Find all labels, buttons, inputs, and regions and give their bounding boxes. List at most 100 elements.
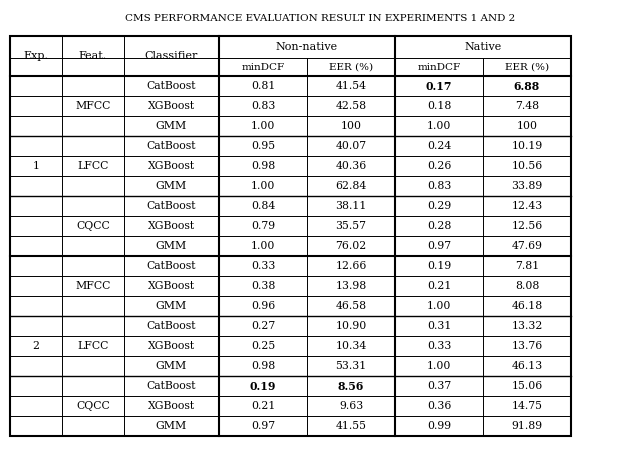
Text: 7.48: 7.48 bbox=[515, 101, 539, 111]
Text: 0.24: 0.24 bbox=[427, 141, 451, 151]
Text: 41.54: 41.54 bbox=[335, 81, 367, 91]
Text: 100: 100 bbox=[340, 121, 362, 131]
Text: CatBoost: CatBoost bbox=[147, 321, 196, 331]
Text: 46.13: 46.13 bbox=[511, 361, 543, 371]
Text: 0.26: 0.26 bbox=[427, 161, 451, 171]
Text: 91.89: 91.89 bbox=[511, 421, 543, 431]
Text: 10.56: 10.56 bbox=[511, 161, 543, 171]
Text: minDCF: minDCF bbox=[241, 62, 285, 71]
Text: 13.32: 13.32 bbox=[511, 321, 543, 331]
Text: CQCC: CQCC bbox=[76, 221, 110, 231]
Text: XGBoost: XGBoost bbox=[148, 101, 195, 111]
Text: 40.07: 40.07 bbox=[335, 141, 367, 151]
Text: 0.31: 0.31 bbox=[427, 321, 451, 331]
Text: 0.36: 0.36 bbox=[427, 401, 451, 411]
Text: 1.00: 1.00 bbox=[427, 361, 451, 371]
Text: 10.90: 10.90 bbox=[335, 321, 367, 331]
Text: 0.19: 0.19 bbox=[427, 261, 451, 271]
Text: 1.00: 1.00 bbox=[251, 121, 275, 131]
Text: Native: Native bbox=[465, 42, 502, 52]
Text: 0.83: 0.83 bbox=[251, 101, 275, 111]
Text: 0.27: 0.27 bbox=[251, 321, 275, 331]
Text: GMM: GMM bbox=[156, 241, 187, 251]
Text: minDCF: minDCF bbox=[417, 62, 461, 71]
Text: 0.81: 0.81 bbox=[251, 81, 275, 91]
Text: GMM: GMM bbox=[156, 301, 187, 311]
Text: CQCC: CQCC bbox=[76, 401, 110, 411]
Text: 0.97: 0.97 bbox=[427, 241, 451, 251]
Text: 38.11: 38.11 bbox=[335, 201, 367, 211]
Text: 12.66: 12.66 bbox=[335, 261, 367, 271]
Text: 1: 1 bbox=[33, 161, 40, 171]
Text: 53.31: 53.31 bbox=[335, 361, 367, 371]
Text: EER (%): EER (%) bbox=[505, 62, 549, 71]
Text: 15.06: 15.06 bbox=[511, 381, 543, 391]
Text: 1.00: 1.00 bbox=[427, 301, 451, 311]
Bar bbox=[10, 36, 571, 436]
Text: 42.58: 42.58 bbox=[335, 101, 367, 111]
Text: 35.57: 35.57 bbox=[335, 221, 367, 231]
Text: 41.55: 41.55 bbox=[335, 421, 367, 431]
Text: 0.37: 0.37 bbox=[427, 381, 451, 391]
Text: CatBoost: CatBoost bbox=[147, 261, 196, 271]
Text: 1.00: 1.00 bbox=[251, 181, 275, 191]
Text: EER (%): EER (%) bbox=[329, 62, 373, 71]
Text: 100: 100 bbox=[516, 121, 538, 131]
Text: 14.75: 14.75 bbox=[511, 401, 543, 411]
Text: 0.29: 0.29 bbox=[427, 201, 451, 211]
Text: GMM: GMM bbox=[156, 361, 187, 371]
Text: Feat.: Feat. bbox=[79, 51, 107, 61]
Text: CatBoost: CatBoost bbox=[147, 81, 196, 91]
Text: Exp.: Exp. bbox=[24, 51, 49, 61]
Text: XGBoost: XGBoost bbox=[148, 341, 195, 351]
Text: 13.98: 13.98 bbox=[335, 281, 367, 291]
Text: 46.18: 46.18 bbox=[511, 301, 543, 311]
Text: 0.21: 0.21 bbox=[427, 281, 451, 291]
Text: 10.34: 10.34 bbox=[335, 341, 367, 351]
Text: 33.89: 33.89 bbox=[511, 181, 543, 191]
Text: 0.96: 0.96 bbox=[251, 301, 275, 311]
Text: 1.00: 1.00 bbox=[251, 241, 275, 251]
Text: 40.36: 40.36 bbox=[335, 161, 367, 171]
Text: Classifier: Classifier bbox=[145, 51, 198, 61]
Text: GMM: GMM bbox=[156, 181, 187, 191]
Text: 0.21: 0.21 bbox=[251, 401, 275, 411]
Text: 0.38: 0.38 bbox=[251, 281, 275, 291]
Text: 0.33: 0.33 bbox=[427, 341, 451, 351]
Text: 0.97: 0.97 bbox=[251, 421, 275, 431]
Text: 0.99: 0.99 bbox=[427, 421, 451, 431]
Text: 0.19: 0.19 bbox=[250, 380, 276, 392]
Text: 7.81: 7.81 bbox=[515, 261, 539, 271]
Text: 12.56: 12.56 bbox=[511, 221, 543, 231]
Text: LFCC: LFCC bbox=[77, 341, 109, 351]
Text: CMS PERFORMANCE EVALUATION RESULT IN EXPERIMENTS 1 AND 2: CMS PERFORMANCE EVALUATION RESULT IN EXP… bbox=[125, 14, 515, 23]
Text: 0.95: 0.95 bbox=[251, 141, 275, 151]
Text: XGBoost: XGBoost bbox=[148, 401, 195, 411]
Text: 2: 2 bbox=[33, 341, 40, 351]
Text: 0.18: 0.18 bbox=[427, 101, 451, 111]
Text: 46.58: 46.58 bbox=[335, 301, 367, 311]
Text: 13.76: 13.76 bbox=[511, 341, 543, 351]
Text: 9.63: 9.63 bbox=[339, 401, 363, 411]
Text: 0.79: 0.79 bbox=[251, 221, 275, 231]
Text: 0.25: 0.25 bbox=[251, 341, 275, 351]
Text: CatBoost: CatBoost bbox=[147, 141, 196, 151]
Text: XGBoost: XGBoost bbox=[148, 281, 195, 291]
Text: XGBoost: XGBoost bbox=[148, 161, 195, 171]
Text: 8.08: 8.08 bbox=[515, 281, 539, 291]
Text: 76.02: 76.02 bbox=[335, 241, 367, 251]
Text: 0.98: 0.98 bbox=[251, 161, 275, 171]
Text: 1.00: 1.00 bbox=[427, 121, 451, 131]
Text: CatBoost: CatBoost bbox=[147, 381, 196, 391]
Text: 62.84: 62.84 bbox=[335, 181, 367, 191]
Text: GMM: GMM bbox=[156, 121, 187, 131]
Text: 0.33: 0.33 bbox=[251, 261, 275, 271]
Text: 12.43: 12.43 bbox=[511, 201, 543, 211]
Text: 47.69: 47.69 bbox=[511, 241, 543, 251]
Text: 6.88: 6.88 bbox=[514, 80, 540, 91]
Text: 0.28: 0.28 bbox=[427, 221, 451, 231]
Text: MFCC: MFCC bbox=[76, 101, 111, 111]
Text: 0.83: 0.83 bbox=[427, 181, 451, 191]
Text: CatBoost: CatBoost bbox=[147, 201, 196, 211]
Text: 0.84: 0.84 bbox=[251, 201, 275, 211]
